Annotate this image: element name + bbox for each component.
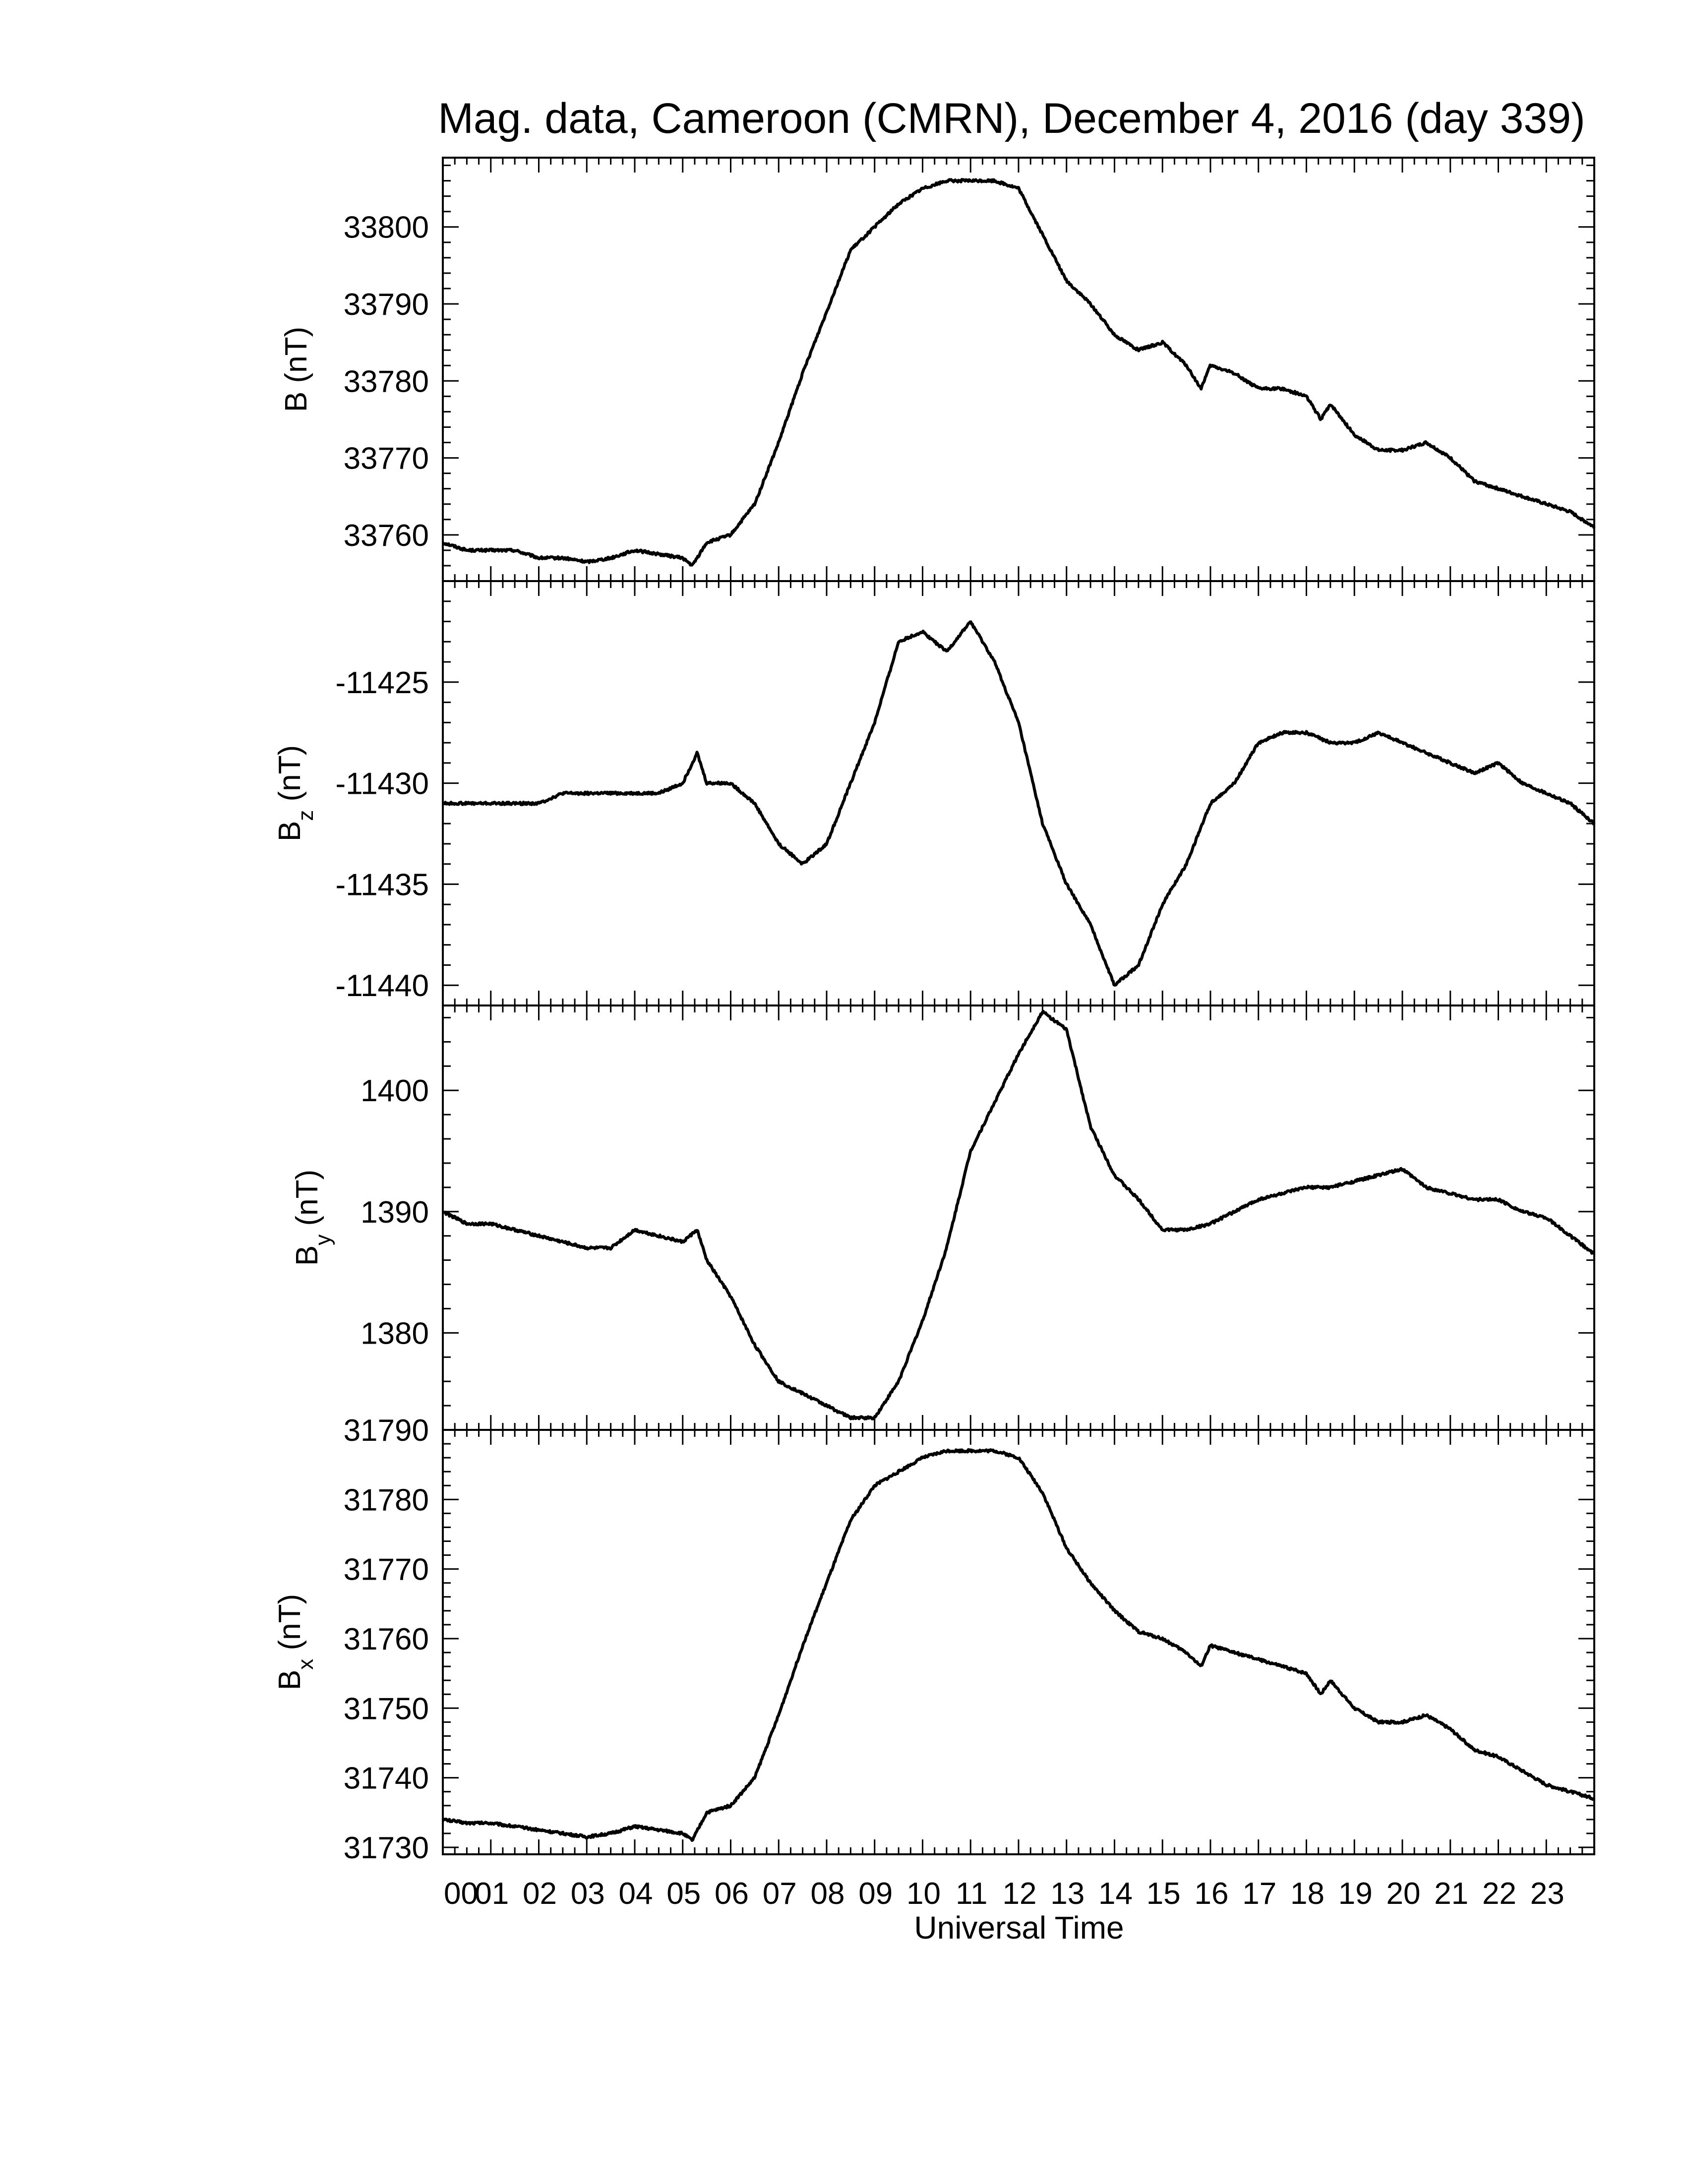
x-tick-label: 00 — [444, 1877, 478, 1911]
y-tick-label: 33800 — [344, 211, 429, 245]
x-tick-label: 14 — [1098, 1877, 1133, 1911]
chart-title: Mag. data, Cameroon (CMRN), December 4, … — [438, 95, 1585, 142]
series-line-Bx — [441, 1448, 1595, 1842]
y-axis-label: Bx (nT) — [273, 1594, 318, 1690]
x-tick-label: 10 — [906, 1877, 941, 1911]
y-tick-label: 31770 — [344, 1553, 429, 1587]
y-axis-label: B (nT) — [279, 327, 313, 412]
y-tick-label: 31750 — [344, 1692, 429, 1726]
y-tick-label: 31760 — [344, 1622, 429, 1656]
x-tick-label: 17 — [1242, 1877, 1276, 1911]
x-tick-label: 15 — [1146, 1877, 1181, 1911]
y-tick-label: 31790 — [344, 1414, 429, 1448]
y-tick-label: -11425 — [336, 666, 429, 700]
panel-B: 33760 33770 33780 33790 33800 B (nT) — [279, 157, 1596, 582]
x-tick-label: 13 — [1050, 1877, 1084, 1911]
x-tick-label: 07 — [763, 1877, 797, 1911]
x-tick-label: 09 — [858, 1877, 893, 1911]
x-tick-label: 18 — [1290, 1877, 1325, 1911]
x-tick-label: 20 — [1386, 1877, 1421, 1911]
y-axis-label: By (nT) — [290, 1170, 335, 1266]
series-line-By — [442, 1009, 1595, 1420]
x-tick-label: 01 — [475, 1877, 509, 1911]
y-tick-label: 1380 — [361, 1316, 429, 1351]
x-tick-label: 19 — [1338, 1877, 1373, 1911]
series-line-Bz — [442, 620, 1596, 987]
y-tick-label: 33770 — [344, 442, 429, 476]
panels-group: 33760 33770 33780 33790 33800 B (nT) -11425 -11… — [273, 157, 1596, 1865]
y-tick-label: 1400 — [361, 1074, 429, 1108]
y-tick-label: 31780 — [344, 1483, 429, 1517]
series-line-B — [442, 178, 1596, 567]
x-tick-label: 11 — [956, 1877, 987, 1911]
y-tick-label: -11440 — [336, 969, 429, 1003]
x-tick-label: 02 — [523, 1877, 557, 1911]
x-tick-label: 12 — [1003, 1877, 1037, 1911]
x-tick-label: 08 — [811, 1877, 845, 1911]
panel-Bx: 31730 31740 31750 31760 31770 31780 31790 Bx (n… — [273, 1414, 1595, 1865]
y-tick-label: 1390 — [361, 1195, 429, 1230]
x-tick-label: 04 — [619, 1877, 653, 1911]
y-tick-label: 33760 — [344, 519, 429, 553]
y-tick-label: -11435 — [336, 868, 429, 902]
x-tick-label: 16 — [1195, 1877, 1229, 1911]
x-tick-label: 05 — [666, 1877, 701, 1911]
y-tick-label: 31730 — [344, 1831, 429, 1865]
x-axis-label: Universal Time — [914, 1910, 1124, 1946]
x-tick-label: 22 — [1482, 1877, 1516, 1911]
panel-By: 1380 1390 1400 By (nT) — [290, 1004, 1595, 1431]
y-tick-label: 33790 — [344, 288, 429, 322]
y-tick-label: 33780 — [344, 364, 429, 399]
x-tick-label: 06 — [715, 1877, 749, 1911]
y-tick-label: -11430 — [336, 767, 429, 801]
y-axis-label: Bz (nT) — [273, 745, 318, 841]
x-tick-label: 03 — [571, 1877, 605, 1911]
y-tick-label: 31740 — [344, 1762, 429, 1796]
x-tick-label: 23 — [1530, 1877, 1565, 1911]
x-tick-label: 21 — [1434, 1877, 1468, 1911]
